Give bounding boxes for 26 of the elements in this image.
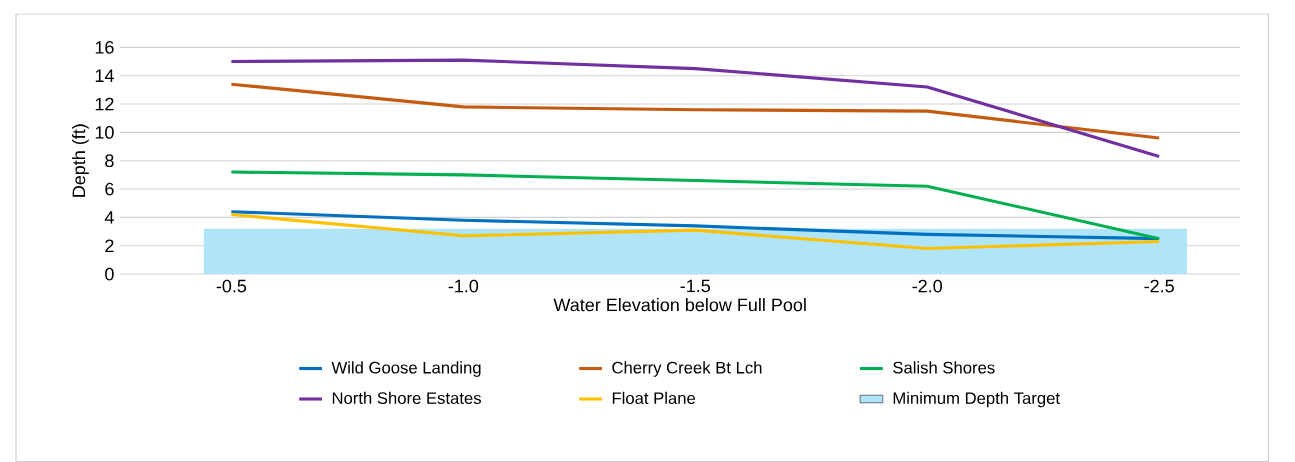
line-series: [229, 170, 1161, 241]
y-tick-label: 10: [95, 125, 114, 139]
y-tick-label: 0: [105, 267, 114, 281]
y-tick-label: 2: [105, 239, 114, 252]
x-tick-label: -2.5: [1144, 279, 1174, 293]
line-series: [229, 212, 1161, 251]
legend-label: North Shore Estates: [332, 391, 481, 404]
x-tick-label: -0.5: [216, 279, 247, 293]
y-tick-label: 6: [105, 182, 114, 196]
x-tick-label: -2.0: [912, 279, 943, 293]
y-tick-label: 4: [104, 211, 114, 224]
y-tick-label: 16: [95, 40, 114, 54]
x-tick-label: -1.0: [448, 279, 479, 293]
line-series: [229, 82, 1161, 140]
legend-label: Salish Shores: [893, 361, 995, 374]
y-tick-label: 14: [95, 69, 114, 82]
legend-label: Wild Goose Landing: [331, 361, 481, 377]
x-axis-title: Water Elevation below Full Pool: [553, 297, 806, 312]
x-tick-label: -1.5: [680, 279, 711, 293]
y-axis-title: Depth (ft): [72, 124, 89, 197]
y-tick-label: 12: [95, 97, 114, 111]
legend-label: Cherry Creek Bt Lch: [612, 361, 762, 377]
y-tick-label: 8: [105, 154, 114, 168]
legend-label: Minimum Depth Target: [893, 391, 1060, 408]
line-series: [229, 58, 1161, 158]
legend-label: Float Plane: [612, 391, 696, 404]
